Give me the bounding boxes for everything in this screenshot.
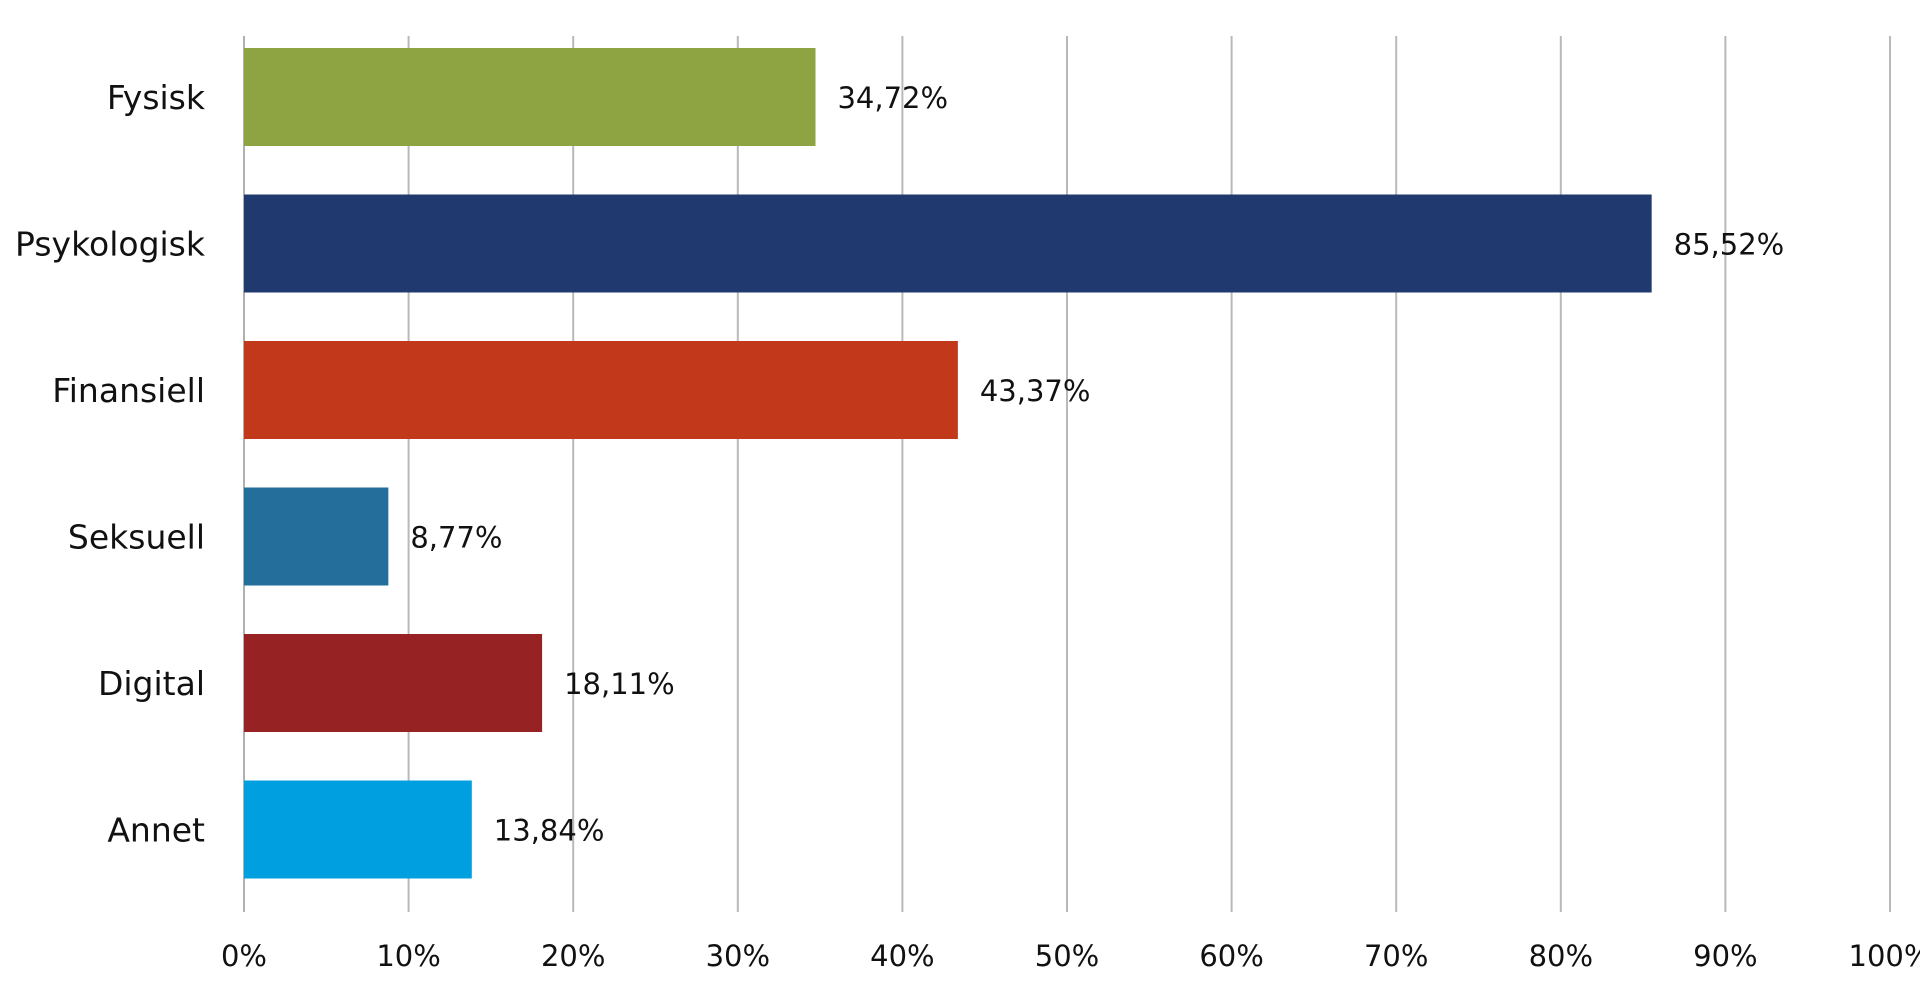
x-tick-label: 80% xyxy=(1529,939,1593,973)
value-label: 18,11% xyxy=(564,667,675,701)
category-label: Fysisk xyxy=(107,78,206,117)
value-label: 43,37% xyxy=(980,374,1091,408)
x-tick-label: 100% xyxy=(1849,939,1920,973)
category-label: Digital xyxy=(98,664,205,703)
bar-fysisk xyxy=(244,48,816,146)
bar-finansiell xyxy=(244,341,958,439)
x-tick-label: 90% xyxy=(1693,939,1757,973)
x-tick-label: 50% xyxy=(1035,939,1099,973)
x-tick-label: 20% xyxy=(541,939,605,973)
value-label: 8,77% xyxy=(410,521,502,555)
category-label: Finansiell xyxy=(52,371,205,410)
x-tick-label: 0% xyxy=(221,939,267,973)
gridlines xyxy=(243,36,1891,912)
bar-digital xyxy=(244,634,543,732)
x-tick-label: 10% xyxy=(376,939,440,973)
value-label: 34,72% xyxy=(837,81,948,115)
x-axis-tick-labels: 0% 10% 20% 30% 40% 50% 60% 70% 80% 90% 100% xyxy=(221,939,1920,973)
category-label: Annet xyxy=(107,811,205,850)
bar-seksuell xyxy=(244,487,389,586)
value-label: 85,52% xyxy=(1674,228,1785,262)
bars xyxy=(244,48,1652,879)
bar-annet xyxy=(244,780,472,879)
x-tick-label: 30% xyxy=(706,939,770,973)
x-tick-label: 40% xyxy=(870,939,934,973)
x-tick-label: 70% xyxy=(1364,939,1428,973)
bar-psykologisk xyxy=(244,194,1652,293)
category-label: Seksuell xyxy=(68,518,205,557)
value-label: 13,84% xyxy=(494,814,605,848)
x-tick-label: 60% xyxy=(1199,939,1263,973)
category-labels: Fysisk Psykologisk Finansiell Seksuell Digit… xyxy=(15,78,206,850)
category-label: Psykologisk xyxy=(15,225,206,264)
value-labels: 34,72% 85,52% 43,37% 8,77% 18,11% 13,84% xyxy=(410,81,1784,848)
